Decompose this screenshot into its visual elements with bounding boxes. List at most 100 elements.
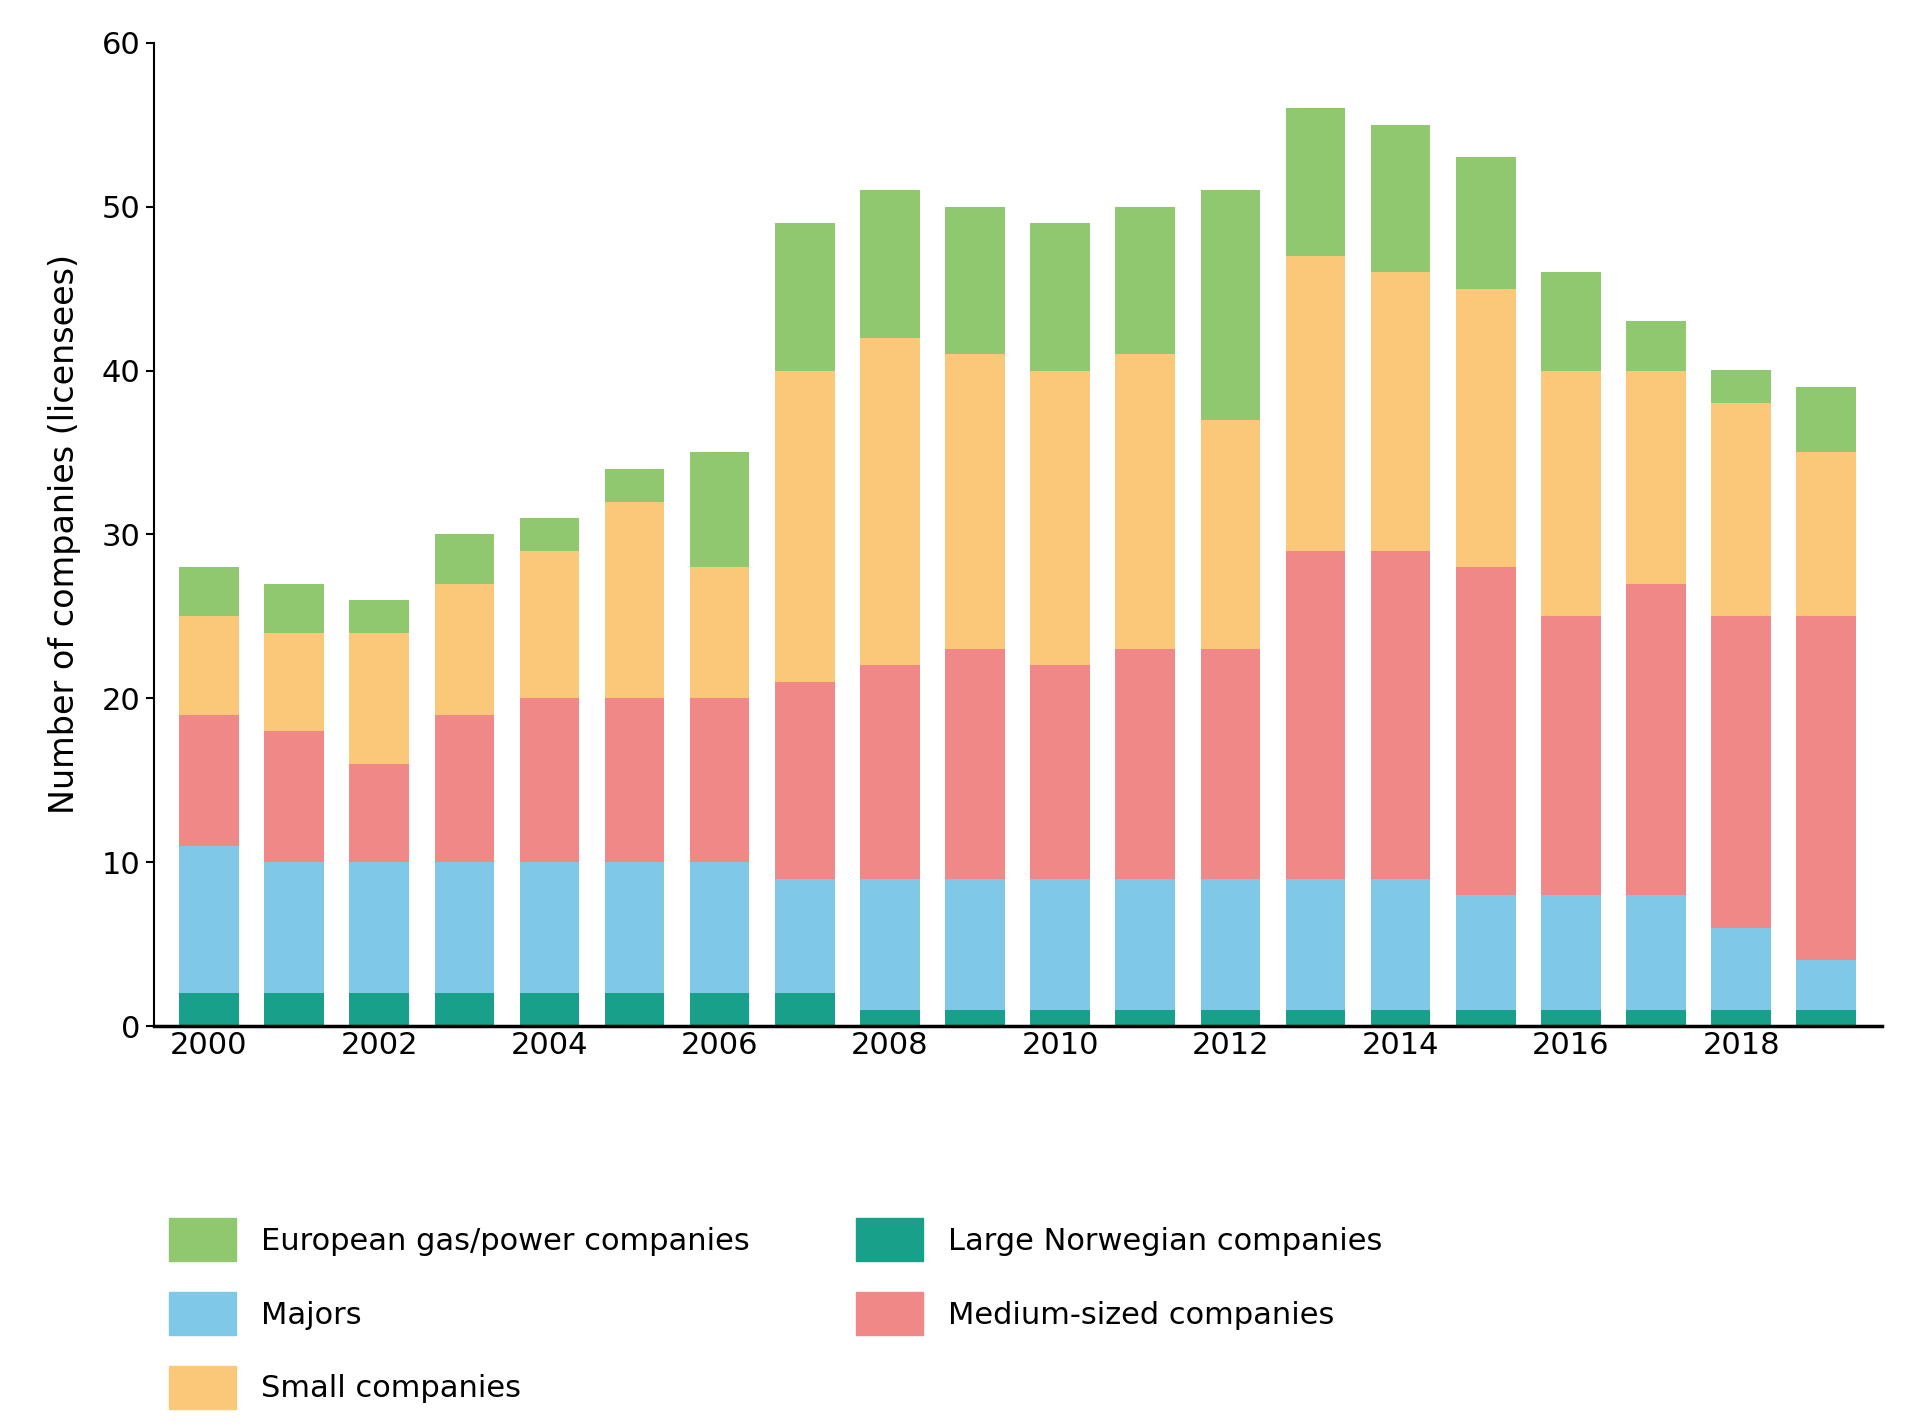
Bar xyxy=(1031,665,1091,878)
Bar xyxy=(689,567,749,698)
Bar xyxy=(349,600,409,633)
Legend: European gas/power companies, Majors, Small companies, Large Norwegian companies: European gas/power companies, Majors, Sm… xyxy=(169,1218,1382,1409)
Bar xyxy=(179,715,238,845)
Bar xyxy=(1371,1009,1430,1026)
Bar xyxy=(349,862,409,993)
Bar xyxy=(605,469,664,502)
Bar xyxy=(265,731,324,862)
Bar xyxy=(520,551,580,698)
Bar xyxy=(1371,878,1430,1009)
Bar xyxy=(1031,370,1091,665)
Bar xyxy=(945,355,1004,650)
Bar xyxy=(1455,288,1515,567)
Bar xyxy=(860,191,920,338)
Bar xyxy=(1797,453,1857,616)
Bar xyxy=(1711,616,1770,928)
Bar xyxy=(1200,191,1260,419)
Bar xyxy=(1542,272,1601,370)
Bar xyxy=(776,370,835,683)
Bar xyxy=(349,764,409,862)
Bar xyxy=(1116,878,1175,1009)
Bar xyxy=(860,665,920,878)
Bar xyxy=(1371,550,1430,878)
Bar xyxy=(945,650,1004,878)
Bar xyxy=(776,878,835,993)
Bar xyxy=(1797,960,1857,1009)
Bar xyxy=(1542,895,1601,1009)
Bar xyxy=(860,338,920,665)
Bar xyxy=(1797,616,1857,960)
Bar xyxy=(1542,370,1601,616)
Bar xyxy=(1116,1009,1175,1026)
Bar xyxy=(860,1009,920,1026)
Bar xyxy=(520,519,580,551)
Bar xyxy=(1711,928,1770,1009)
Bar xyxy=(1797,388,1857,453)
Bar xyxy=(434,715,493,862)
Bar xyxy=(520,862,580,993)
Bar xyxy=(1626,1009,1686,1026)
Bar xyxy=(1200,878,1260,1009)
Bar xyxy=(265,862,324,993)
Bar xyxy=(1200,650,1260,878)
Bar xyxy=(179,567,238,616)
Bar xyxy=(434,862,493,993)
Bar xyxy=(1626,584,1686,895)
Bar xyxy=(1286,1009,1346,1026)
Y-axis label: Number of companies (licensees): Number of companies (licensees) xyxy=(48,255,81,814)
Bar xyxy=(520,698,580,862)
Bar xyxy=(689,862,749,993)
Bar xyxy=(605,862,664,993)
Bar xyxy=(860,878,920,1009)
Bar xyxy=(1031,878,1091,1009)
Bar xyxy=(179,993,238,1026)
Bar xyxy=(1031,1009,1091,1026)
Bar xyxy=(1626,370,1686,584)
Bar xyxy=(776,993,835,1026)
Bar xyxy=(776,224,835,370)
Bar xyxy=(1286,108,1346,256)
Bar xyxy=(1542,1009,1601,1026)
Bar xyxy=(1116,355,1175,650)
Bar xyxy=(1286,550,1346,878)
Bar xyxy=(1116,207,1175,355)
Bar xyxy=(1200,420,1260,650)
Bar xyxy=(1797,1009,1857,1026)
Bar xyxy=(945,207,1004,355)
Bar xyxy=(1626,322,1686,370)
Bar xyxy=(776,683,835,878)
Bar xyxy=(434,584,493,715)
Bar xyxy=(1286,878,1346,1009)
Bar xyxy=(520,993,580,1026)
Bar xyxy=(265,633,324,731)
Bar xyxy=(945,1009,1004,1026)
Bar xyxy=(689,698,749,862)
Bar xyxy=(1455,158,1515,288)
Bar xyxy=(179,845,238,993)
Bar xyxy=(1711,370,1770,403)
Bar xyxy=(349,993,409,1026)
Bar xyxy=(1286,256,1346,551)
Bar xyxy=(605,698,664,862)
Bar xyxy=(1455,895,1515,1009)
Bar xyxy=(349,633,409,764)
Bar xyxy=(1116,650,1175,878)
Bar xyxy=(945,878,1004,1009)
Bar xyxy=(1455,1009,1515,1026)
Bar xyxy=(689,993,749,1026)
Bar xyxy=(434,993,493,1026)
Bar xyxy=(1371,125,1430,272)
Bar xyxy=(1200,1009,1260,1026)
Bar xyxy=(605,993,664,1026)
Bar xyxy=(1455,567,1515,895)
Bar xyxy=(689,453,749,567)
Bar xyxy=(1371,272,1430,551)
Bar xyxy=(1711,403,1770,616)
Bar xyxy=(1031,224,1091,370)
Bar xyxy=(265,584,324,633)
Bar xyxy=(179,616,238,715)
Bar xyxy=(1542,616,1601,895)
Bar xyxy=(1626,895,1686,1009)
Bar xyxy=(265,993,324,1026)
Bar xyxy=(1711,1009,1770,1026)
